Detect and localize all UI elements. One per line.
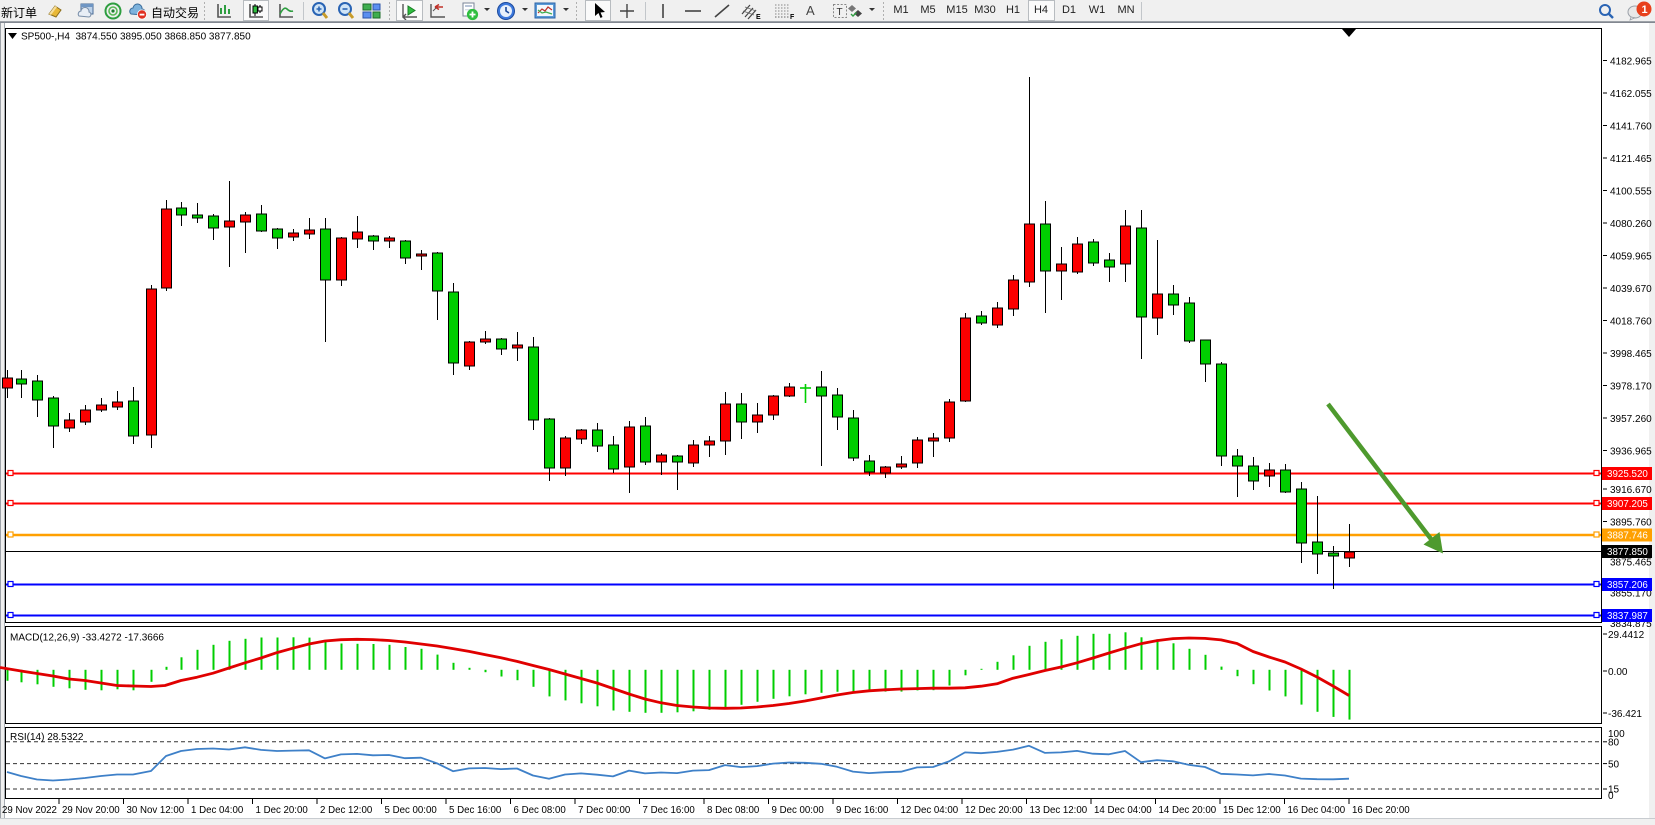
svg-text:16 Dec 20:00: 16 Dec 20:00 [1352, 805, 1410, 816]
svg-text:3978.170: 3978.170 [1610, 382, 1652, 393]
svg-text:5 Dec 16:00: 5 Dec 16:00 [449, 805, 502, 816]
svg-text:8 Dec 08:00: 8 Dec 08:00 [707, 805, 760, 816]
svg-text:14 Dec 04:00: 14 Dec 04:00 [1094, 805, 1152, 816]
svg-text:30 Nov 12:00: 30 Nov 12:00 [127, 805, 185, 816]
svg-text:MACD(12,26,9) -33.4272 -17.366: MACD(12,26,9) -33.4272 -17.3666 [10, 633, 164, 644]
svg-text:T: T [837, 7, 843, 18]
svg-text:13 Dec 12:00: 13 Dec 12:00 [1030, 805, 1088, 816]
svg-text:5 Dec 00:00: 5 Dec 00:00 [385, 805, 438, 816]
svg-text:3857.206: 3857.206 [1607, 580, 1648, 591]
svg-text:F: F [790, 14, 795, 21]
svg-text:3957.260: 3957.260 [1610, 414, 1652, 425]
svg-text:3936.965: 3936.965 [1610, 447, 1652, 458]
svg-text:3887.746: 3887.746 [1607, 531, 1648, 542]
svg-text:29 Nov 2022: 29 Nov 2022 [2, 805, 57, 816]
svg-text:4141.760: 4141.760 [1610, 122, 1652, 133]
svg-text:4182.965: 4182.965 [1610, 57, 1652, 68]
svg-text:3877.850: 3877.850 [1607, 547, 1648, 558]
svg-text:16 Dec 04:00: 16 Dec 04:00 [1288, 805, 1346, 816]
svg-text:3925.520: 3925.520 [1607, 469, 1648, 480]
svg-text:9 Dec 00:00: 9 Dec 00:00 [772, 805, 825, 816]
svg-text:12 Dec 20:00: 12 Dec 20:00 [965, 805, 1023, 816]
svg-text:1 Dec 20:00: 1 Dec 20:00 [256, 805, 309, 816]
svg-text:15: 15 [1608, 785, 1620, 796]
svg-text:29.4412: 29.4412 [1608, 630, 1645, 641]
svg-text:3895.760: 3895.760 [1610, 518, 1652, 529]
svg-text:E: E [756, 14, 761, 21]
svg-text:6 Dec 08:00: 6 Dec 08:00 [514, 805, 567, 816]
svg-text:4121.465: 4121.465 [1610, 154, 1652, 165]
svg-text:80: 80 [1608, 738, 1620, 749]
svg-text:2 Dec 12:00: 2 Dec 12:00 [320, 805, 373, 816]
svg-text:7 Dec 16:00: 7 Dec 16:00 [643, 805, 696, 816]
svg-text:RSI(14) 28.5322: RSI(14) 28.5322 [10, 732, 84, 743]
svg-text:4080.260: 4080.260 [1610, 219, 1652, 230]
svg-text:14 Dec 20:00: 14 Dec 20:00 [1159, 805, 1217, 816]
svg-text:4162.055: 4162.055 [1610, 89, 1652, 100]
svg-text:100: 100 [1608, 729, 1625, 740]
svg-text:15 Dec 12:00: 15 Dec 12:00 [1223, 805, 1281, 816]
svg-text:1: 1 [1642, 4, 1648, 16]
svg-text:12 Dec 04:00: 12 Dec 04:00 [901, 805, 959, 816]
svg-text:4018.760: 4018.760 [1610, 317, 1652, 328]
svg-text:4100.555: 4100.555 [1610, 187, 1652, 198]
svg-text:29 Nov 20:00: 29 Nov 20:00 [62, 805, 120, 816]
svg-text:9 Dec 16:00: 9 Dec 16:00 [836, 805, 889, 816]
svg-text:3875.465: 3875.465 [1610, 558, 1652, 569]
svg-text:1 Dec 04:00: 1 Dec 04:00 [191, 805, 244, 816]
svg-text:3916.670: 3916.670 [1610, 485, 1652, 496]
svg-text:SP500-,H4 3874.550 3895.050 3: SP500-,H4 3874.550 3895.050 3868.850 387… [21, 32, 251, 43]
svg-text:0: 0 [1608, 791, 1614, 802]
svg-text:-36.421: -36.421 [1608, 709, 1642, 720]
svg-text:50: 50 [1608, 760, 1620, 771]
svg-text:0.00: 0.00 [1608, 667, 1628, 678]
svg-text:3907.205: 3907.205 [1607, 499, 1648, 510]
svg-text:4039.670: 4039.670 [1610, 284, 1652, 295]
svg-text:4059.965: 4059.965 [1610, 252, 1652, 263]
svg-text:3855.170: 3855.170 [1610, 589, 1652, 600]
svg-text:3837.987: 3837.987 [1607, 611, 1648, 622]
svg-text:7 Dec 00:00: 7 Dec 00:00 [578, 805, 631, 816]
svg-text:3998.465: 3998.465 [1610, 349, 1652, 360]
svg-text:3834.875: 3834.875 [1610, 619, 1652, 630]
